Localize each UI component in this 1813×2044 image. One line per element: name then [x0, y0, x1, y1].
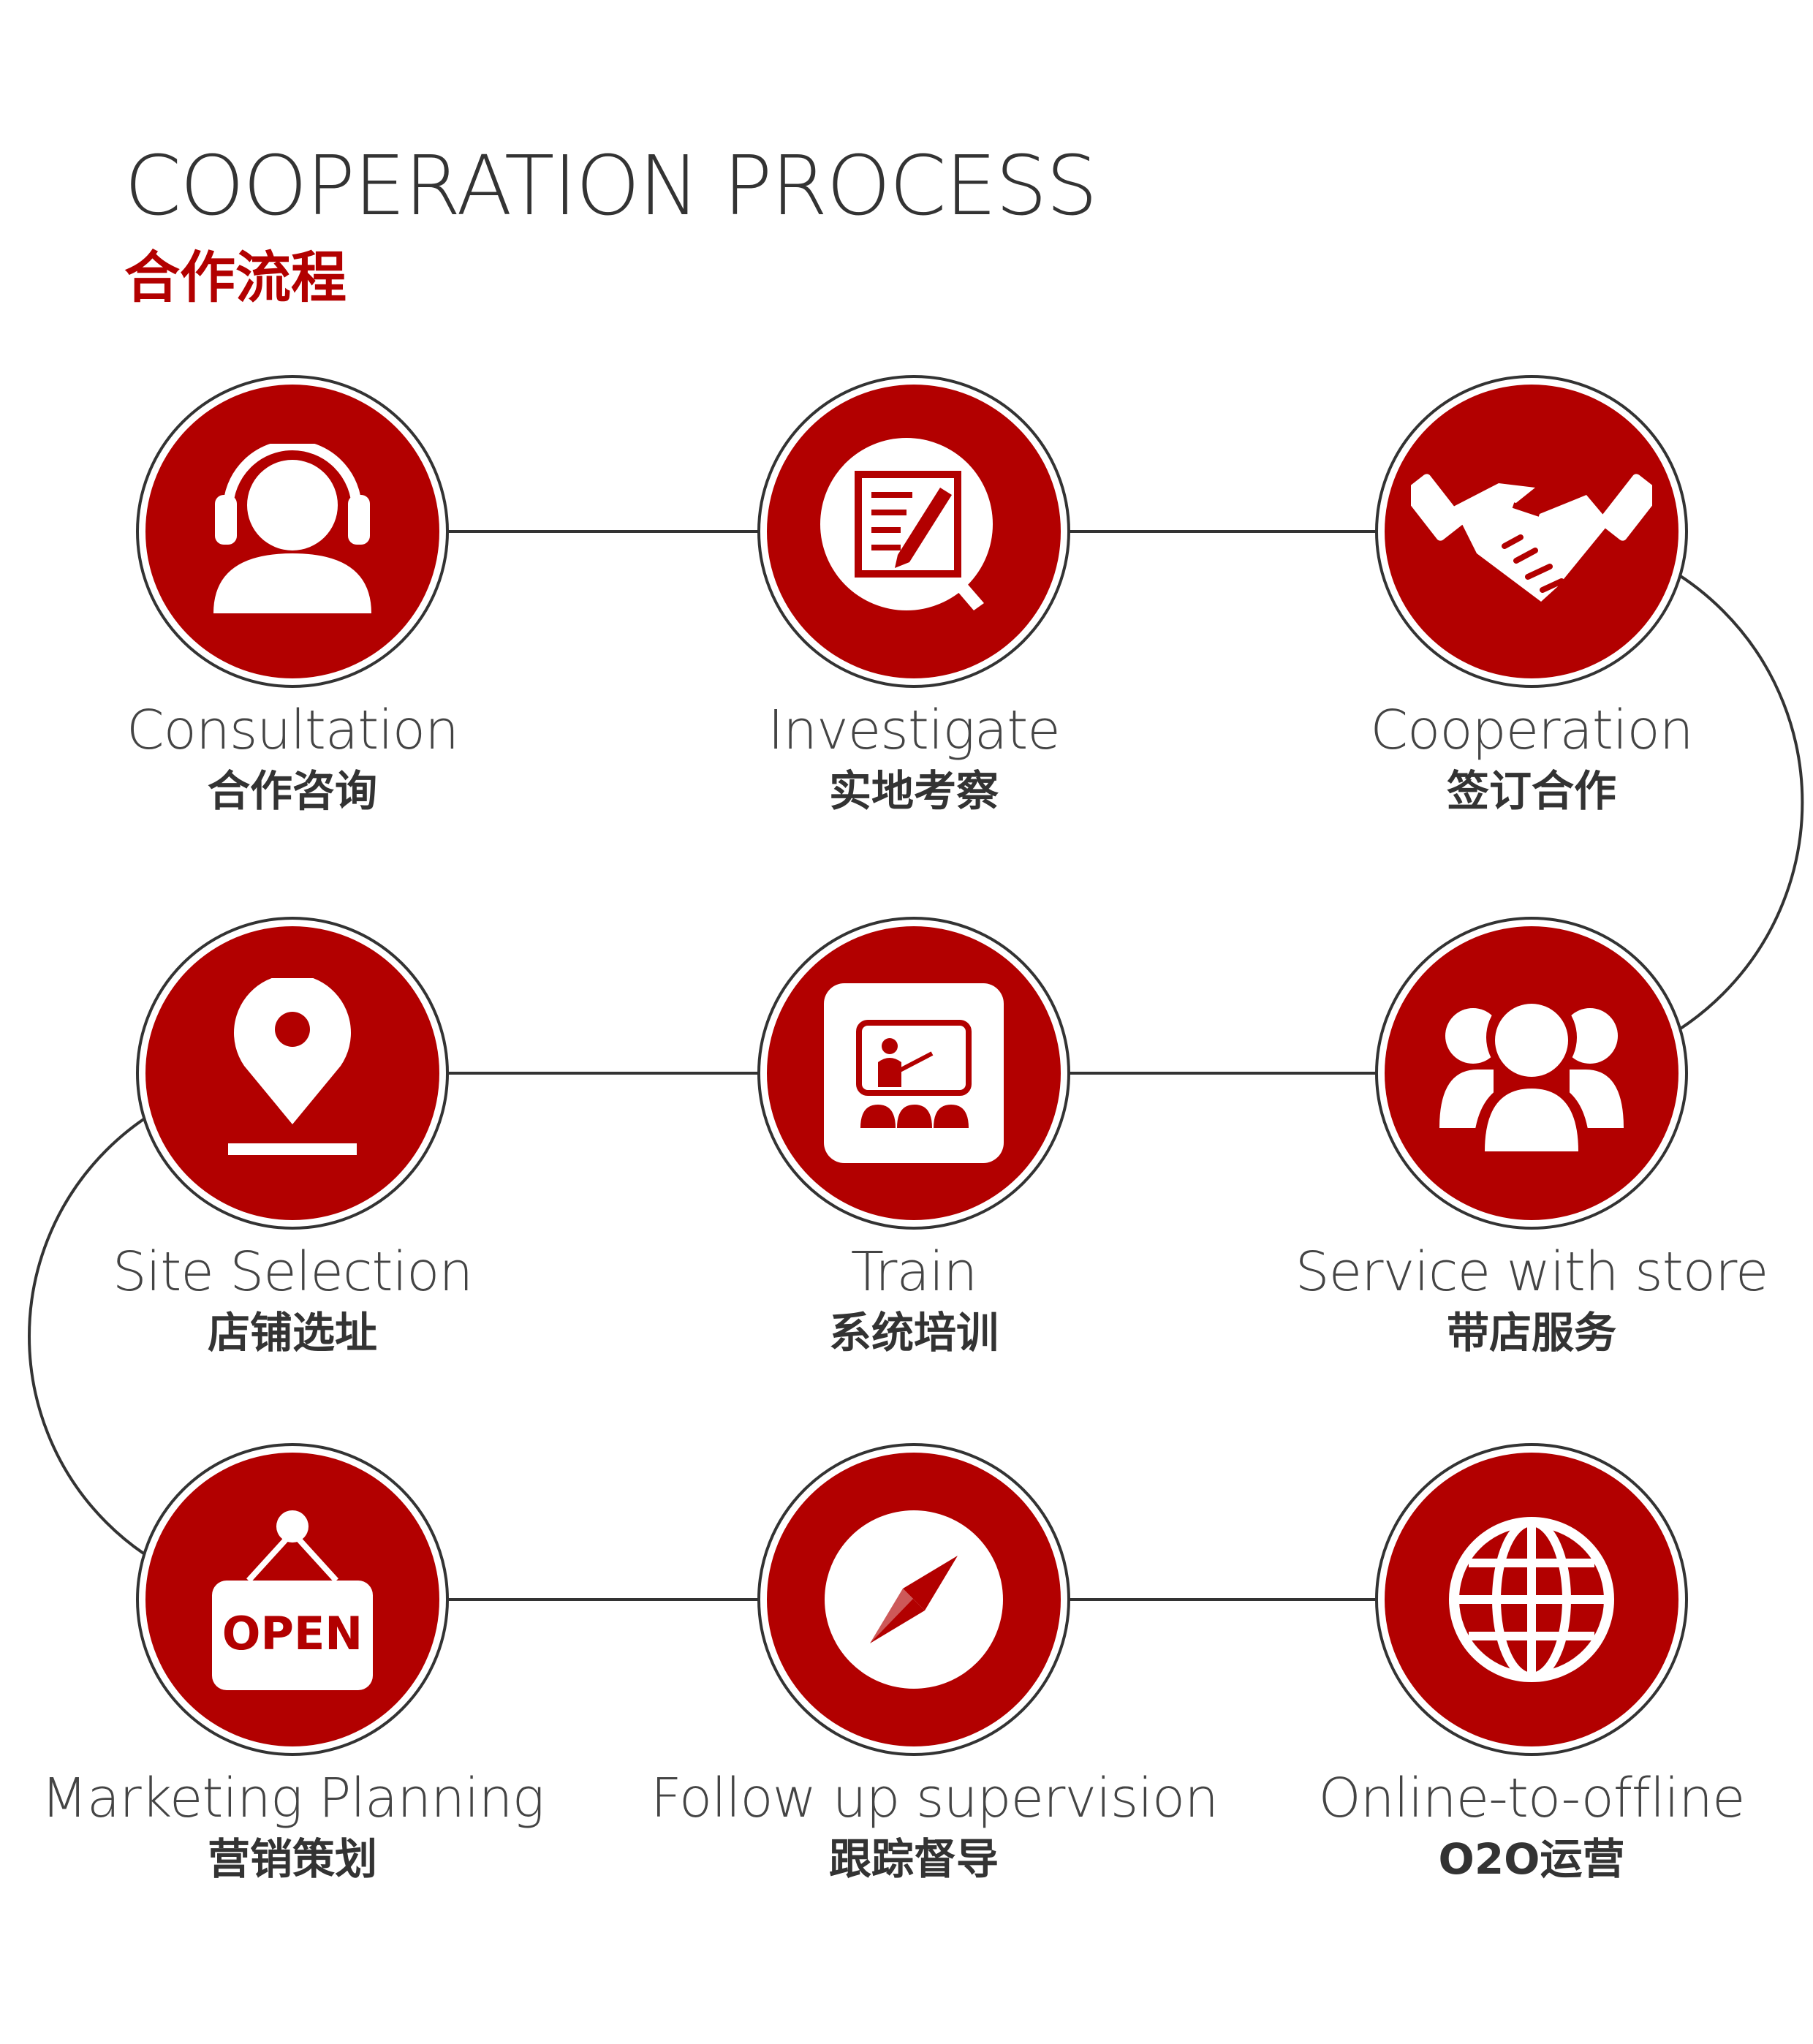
user-group-icon: [1439, 992, 1624, 1156]
step-circle: [757, 1443, 1070, 1756]
step-circle: [757, 917, 1070, 1230]
step-label-cn: 签订合作: [1446, 765, 1616, 816]
step-label-en: Cooperation: [1370, 699, 1693, 762]
step-site-selection: Site Selection 店铺选址: [29, 917, 556, 1358]
step-label-en: Marketing Planning: [41, 1767, 545, 1830]
step-label-en: Service with store: [1295, 1241, 1769, 1303]
compass-icon: [825, 1510, 1003, 1689]
open-sign-text: OPEN: [222, 1607, 363, 1660]
step-label-en: Consultation: [126, 699, 459, 762]
page-subtitle: 合作流程: [124, 245, 347, 310]
step-consultation: Consultation 合作咨询: [29, 375, 556, 817]
step-label-en: Investigate: [768, 699, 1060, 762]
step-label-cn: 跟踪督导: [828, 1833, 999, 1884]
step-service-with-store: Service with store 带店服务: [1268, 917, 1795, 1358]
step-cooperation: Cooperation 签订合作: [1268, 375, 1795, 817]
step-marketing-planning: OPEN Marketing Planning 营销策划: [29, 1443, 556, 1885]
step-label-cn: 系统培训: [828, 1307, 999, 1358]
globe-icon: [1449, 1517, 1614, 1682]
document-inspect-icon: [820, 438, 993, 610]
step-online-to-offline: Online-to-offline O2O运营: [1268, 1443, 1795, 1885]
step-circle: [1375, 375, 1688, 688]
headset-user-icon: [213, 444, 371, 613]
step-circle: OPEN: [136, 1443, 449, 1756]
step-investigate: Investigate 实地考察: [651, 375, 1177, 817]
step-circle: [136, 375, 449, 688]
step-label-cn: 实地考察: [828, 765, 999, 816]
step-circle: [136, 917, 449, 1230]
open-sign-icon: OPEN: [212, 1510, 373, 1690]
step-label-en: Site Selection: [112, 1241, 474, 1303]
step-follow-up-supervision: Follow up supervision 跟踪督导: [651, 1443, 1219, 1885]
step-circle: [1375, 1443, 1688, 1756]
step-label-en: Follow up supervision: [651, 1767, 1219, 1830]
step-circle: [757, 375, 1070, 688]
page-title: COOPERATION PROCESS: [124, 139, 1098, 234]
step-label-cn: 合作咨询: [207, 765, 377, 816]
step-label-en: Online-to-offline: [1318, 1767, 1745, 1830]
training-board-icon: [824, 983, 1004, 1163]
step-circle: [1375, 917, 1688, 1230]
step-train: Train 系统培训: [651, 917, 1177, 1358]
step-label-en: Train: [850, 1241, 978, 1303]
location-pin-icon: [228, 978, 357, 1155]
step-label-cn: 店铺选址: [207, 1307, 377, 1358]
handshake-icon: [1411, 474, 1652, 602]
step-label-cn: O2O运营: [1438, 1833, 1625, 1884]
step-label-cn: 带店服务: [1446, 1307, 1616, 1358]
step-label-cn: 营销策划: [207, 1833, 377, 1884]
